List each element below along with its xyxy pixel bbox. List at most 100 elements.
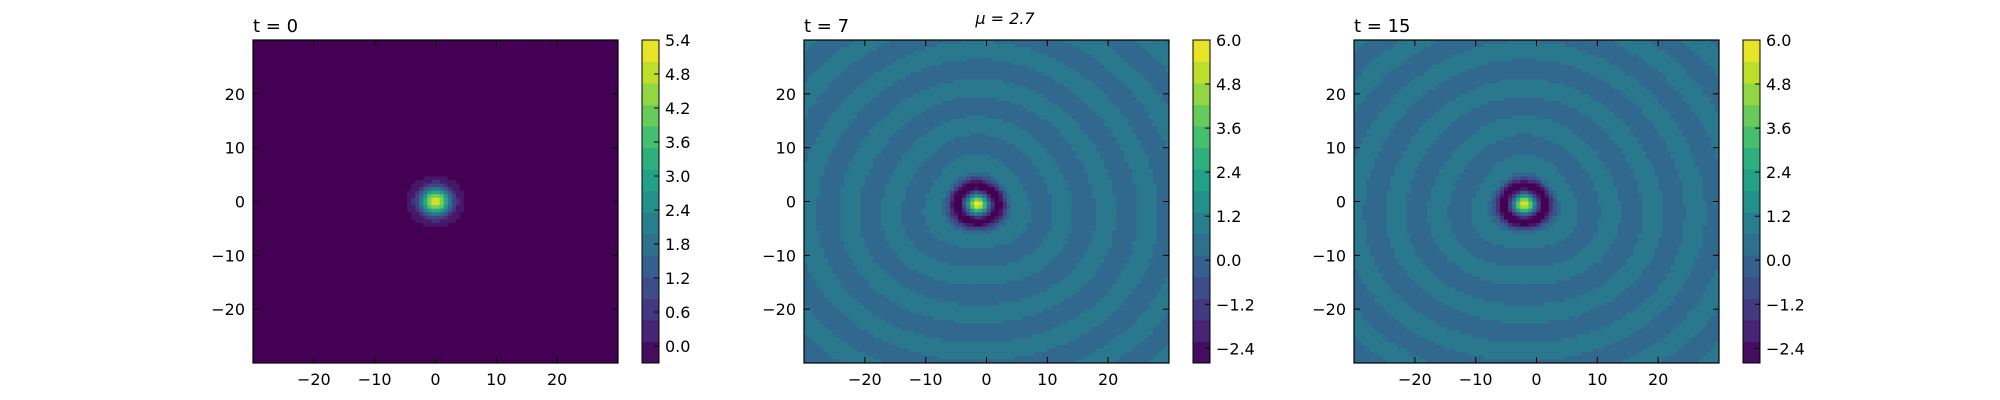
x-tick-label: 0	[430, 370, 440, 389]
colorbar-band	[642, 276, 659, 299]
x-tick-label: −10	[909, 370, 943, 389]
y-tick-label: 10	[1326, 139, 1346, 158]
colorbar-tick-label: −2.4	[1216, 339, 1255, 358]
colorbar-tick-label: 1.2	[1216, 207, 1241, 226]
colorbar-band	[1193, 190, 1210, 213]
x-tick-label: −10	[1459, 370, 1493, 389]
y-tick-label: −10	[211, 246, 245, 265]
colorbar-band	[1193, 319, 1210, 342]
colorbar-band	[642, 319, 659, 342]
colorbar-tick-label: 1.8	[665, 235, 690, 254]
colorbar-band	[1193, 276, 1210, 299]
colorbar-tick-label: −1.2	[1216, 295, 1255, 314]
colorbar-band	[1743, 40, 1760, 63]
colorbar-tick-label: 5.4	[665, 31, 690, 50]
colorbar-frame	[1192, 39, 1211, 364]
colorbar-band	[642, 233, 659, 256]
y-tick-label: −20	[211, 300, 245, 319]
y-tick-label: 10	[225, 139, 245, 158]
colorbar-band	[1193, 169, 1210, 192]
x-tick-label: 20	[547, 370, 567, 389]
colorbar-tick-label: 4.8	[1216, 75, 1241, 94]
y-tick-label: 0	[786, 193, 796, 212]
colorbar-band	[1193, 126, 1210, 149]
colorbar-band	[642, 61, 659, 84]
colorbar-band	[1193, 40, 1210, 63]
colorbar-band	[642, 40, 659, 63]
x-tick-label: −20	[1398, 370, 1432, 389]
colorbar-tick-label: 0.0	[1766, 251, 1791, 270]
colorbar-band	[1743, 83, 1760, 106]
colorbar-band	[1743, 147, 1760, 170]
y-tick-label: 0	[1336, 193, 1346, 212]
colorbar-band	[1193, 61, 1210, 84]
x-tick-label: 0	[1531, 370, 1541, 389]
colorbar: −2.4 −1.2 0.0 1.2 2.4 3.6 4.8 6.0	[1742, 31, 1805, 364]
panel-0: −20 −10 0 10 20 −20 −10 0 10 20 t = 0 0.0 0.6 1.2 1.8 2…	[211, 16, 690, 389]
colorbar-tick-label: 3.6	[1766, 119, 1791, 138]
colorbar-band	[642, 83, 659, 106]
colorbar-tick-label: 4.8	[665, 65, 690, 84]
colorbar-tick-label: 1.2	[665, 269, 690, 288]
panel-title: t = 15	[1354, 16, 1411, 37]
colorbar-band	[1743, 276, 1760, 299]
colorbar-band	[1193, 104, 1210, 127]
colorbar-tick-label: 3.6	[665, 133, 690, 152]
colorbar-band	[642, 190, 659, 213]
colorbar-band	[1743, 104, 1760, 127]
colorbar-band	[1193, 83, 1210, 106]
panel-title: t = 0	[253, 16, 298, 37]
y-tick-label: 20	[776, 85, 796, 104]
colorbar-tick-label: 6.0	[1216, 31, 1241, 50]
colorbar-band	[1743, 61, 1760, 84]
x-tick-label: 0	[981, 370, 991, 389]
colorbar-band	[642, 147, 659, 170]
colorbar-band	[1743, 126, 1760, 149]
x-tick-label: −20	[297, 370, 331, 389]
y-tick-label: 20	[1326, 85, 1346, 104]
colorbar-band	[1193, 255, 1210, 278]
colorbar-band	[1193, 233, 1210, 256]
colorbar-tick-label: 3.6	[1216, 119, 1241, 138]
x-tick-label: 20	[1648, 370, 1668, 389]
colorbar-band	[1193, 212, 1210, 235]
x-tick-label: 20	[1098, 370, 1118, 389]
colorbar-band	[1743, 212, 1760, 235]
y-tick-label: 20	[225, 85, 245, 104]
colorbar: 0.0 0.6 1.2 1.8 2.4 3.0 3.6 4.2 4.8 5.4	[641, 31, 690, 364]
colorbar-band	[642, 212, 659, 235]
heatmap-field	[1354, 40, 1719, 363]
y-tick-label: −20	[1312, 300, 1346, 319]
colorbar-tick-label: 0.6	[665, 303, 690, 322]
colorbar-band	[642, 169, 659, 192]
colorbar-tick-label: 6.0	[1766, 31, 1791, 50]
colorbar-tick-label: 3.0	[665, 167, 690, 186]
colorbar-tick-label: 0.0	[665, 337, 690, 356]
colorbar-band	[1743, 233, 1760, 256]
colorbar-frame	[1742, 39, 1761, 364]
x-tick-label: −20	[848, 370, 882, 389]
y-tick-label: −10	[762, 246, 796, 265]
x-tick-label: 10	[1037, 370, 1057, 389]
figure-suptitle: μ = 2.7	[974, 9, 1035, 28]
panel-1: −20 −10 0 10 20 −20 −10 0 10 20 t = 7 −2.4 −1.2 0.0 1.…	[762, 16, 1255, 389]
panel-2: −20 −10 0 10 20 −20 −10 0 10 20 t = 15 −2.4 −1.2 0.0 1…	[1312, 16, 1805, 389]
y-tick-label: −20	[762, 300, 796, 319]
colorbar-band	[1193, 341, 1210, 364]
colorbar: −2.4 −1.2 0.0 1.2 2.4 3.6 4.8 6.0	[1192, 31, 1255, 364]
heatmap-field	[804, 40, 1169, 363]
y-tick-label: −10	[1312, 246, 1346, 265]
x-tick-label: −10	[358, 370, 392, 389]
colorbar-band	[1743, 319, 1760, 342]
colorbar-band	[642, 255, 659, 278]
colorbar-band	[642, 298, 659, 321]
heatmap-field	[253, 40, 618, 363]
colorbar-band	[1193, 147, 1210, 170]
colorbar-tick-label: 1.2	[1766, 207, 1791, 226]
y-tick-label: 0	[235, 193, 245, 212]
x-tick-label: 10	[1587, 370, 1607, 389]
colorbar-band	[1193, 298, 1210, 321]
colorbar-tick-label: 4.2	[665, 99, 690, 118]
colorbar-tick-label: −1.2	[1766, 295, 1805, 314]
colorbar-tick-label: 0.0	[1216, 251, 1241, 270]
